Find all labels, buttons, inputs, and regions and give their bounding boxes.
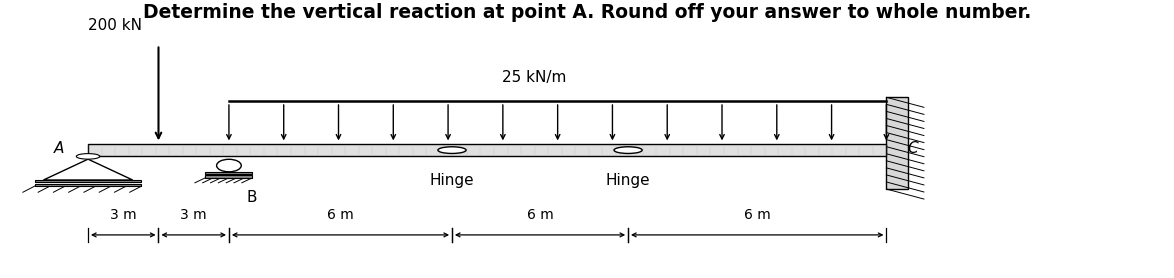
Text: 6 m: 6 m xyxy=(527,208,553,222)
Text: 25 kN/m: 25 kN/m xyxy=(502,70,566,85)
Text: 200 kN: 200 kN xyxy=(88,18,142,33)
Circle shape xyxy=(76,154,100,159)
Text: 6 m: 6 m xyxy=(328,208,353,222)
Text: Hinge: Hinge xyxy=(430,173,474,188)
Text: 3 m: 3 m xyxy=(110,208,136,222)
Text: A: A xyxy=(54,141,65,156)
Circle shape xyxy=(614,147,642,153)
Text: Hinge: Hinge xyxy=(606,173,650,188)
Text: 3 m: 3 m xyxy=(181,208,207,222)
Text: Determine the vertical reaction at point A. Round off your answer to whole numbe: Determine the vertical reaction at point… xyxy=(143,3,1031,22)
Bar xyxy=(205,175,252,178)
Ellipse shape xyxy=(216,159,241,172)
Text: 6 m: 6 m xyxy=(744,208,770,222)
Polygon shape xyxy=(43,159,133,180)
Bar xyxy=(886,97,908,189)
Bar xyxy=(205,172,252,175)
Bar xyxy=(34,180,141,182)
Bar xyxy=(88,144,886,156)
Text: C: C xyxy=(908,141,918,156)
Text: B: B xyxy=(247,190,257,205)
Bar xyxy=(34,184,141,186)
Circle shape xyxy=(438,147,466,153)
